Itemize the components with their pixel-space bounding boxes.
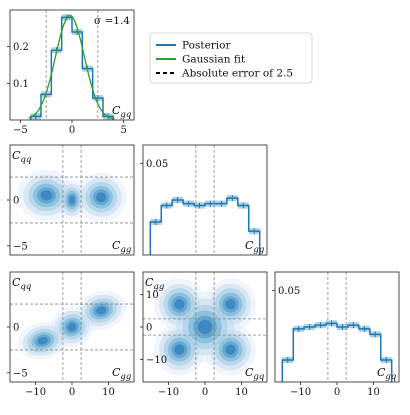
- y-tick-label: −5: [13, 241, 28, 252]
- y-tick-label: 0: [13, 196, 19, 207]
- y-axis-label: Cqq: [12, 276, 32, 292]
- x-axis-label: Cgg: [112, 366, 132, 382]
- density-level: [225, 299, 236, 310]
- y-tick-label: 0.05: [146, 159, 168, 170]
- x-axis-label: Cgq: [377, 366, 397, 382]
- x-tick-label: 10: [367, 387, 380, 398]
- y-tick-label: −10: [146, 355, 167, 366]
- sigma-annotation: σ =1.4: [94, 15, 130, 27]
- y-axis-label: Cqq: [12, 149, 32, 165]
- posterior-step-line: [29, 16, 115, 120]
- y-axis-label: Cgg: [145, 276, 165, 292]
- panel-marginal-bottom-right: −10 0 10 0.05 Cgq: [272, 271, 400, 398]
- density-level: [174, 299, 185, 310]
- y-tick-label: 0.05: [278, 286, 300, 297]
- x-tick-label: 0: [202, 387, 208, 398]
- density-level: [37, 336, 48, 345]
- panel-marginal-middle: 0.05 Cgg: [140, 144, 268, 256]
- x-axis-label: Cgg: [245, 239, 265, 255]
- gaussian-fit-curve: [28, 14, 115, 120]
- density-level: [174, 344, 185, 355]
- density-level: [69, 195, 75, 205]
- density-contours: [17, 290, 127, 360]
- density-level: [96, 306, 107, 315]
- panel-joint-middle-left: −5 0 Cgg Cqq: [7, 144, 135, 256]
- legend: Posterior Gaussian fit Absolute error of 2…: [149, 32, 313, 84]
- x-tick-label: 5: [120, 125, 126, 136]
- density-level: [67, 322, 77, 332]
- panel-joint-bottom-middle: −10 0 10 −10 0 10 Cgq Cgg: [140, 271, 268, 398]
- x-tick-label: −10: [290, 387, 311, 398]
- density-contours: [153, 278, 257, 376]
- x-tick-label: 10: [102, 387, 115, 398]
- y-tick-label: 0.2: [13, 42, 29, 53]
- legend-box: [149, 32, 313, 84]
- x-tick-label: −10: [158, 387, 179, 398]
- legend-label: Absolute error of 2.5: [181, 68, 293, 80]
- y-tick-label: −5: [13, 368, 28, 379]
- y-tick-label: 0: [13, 323, 19, 334]
- y-tick-label: 0.1: [13, 79, 29, 90]
- density-level: [40, 190, 53, 201]
- x-axis-label: Cgq: [245, 366, 265, 382]
- x-tick-label: −10: [25, 387, 46, 398]
- y-tick-label: 0: [146, 323, 152, 334]
- x-tick-label: 10: [235, 387, 248, 398]
- panel-joint-bottom-left: −10 0 10 −5 0 Cgg Cqq: [7, 271, 135, 398]
- density-level: [225, 344, 236, 355]
- x-tick-label: 0: [69, 387, 75, 398]
- y-tick-label: 10: [146, 290, 159, 301]
- density-contours: [17, 169, 127, 222]
- axes-frame: [142, 144, 268, 256]
- legend-label: Posterior: [182, 40, 231, 52]
- posterior-step-line: [149, 197, 261, 255]
- x-axis-label: Cgg: [112, 239, 132, 255]
- density-level: [197, 319, 213, 335]
- x-tick-label: 0: [69, 125, 75, 136]
- legend-label: Gaussian fit: [182, 54, 246, 66]
- x-tick-label: −5: [13, 125, 28, 136]
- density-level: [96, 192, 107, 203]
- x-tick-label: 0: [334, 387, 340, 398]
- x-axis-label: Cgq: [112, 104, 132, 120]
- panel-marginal-top-left: −5 0 5 0.1 0.2 Cgq σ =1.4: [7, 9, 135, 136]
